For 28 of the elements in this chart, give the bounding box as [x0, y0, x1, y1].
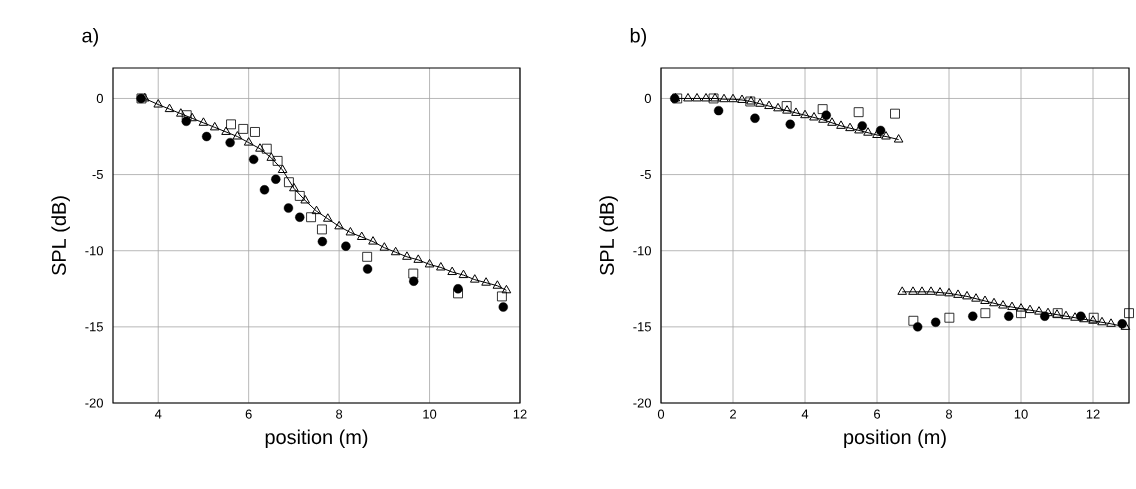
x-tick-label: 8 — [336, 409, 343, 419]
y-axis-title: SPL (dB) — [599, 196, 618, 276]
x-tick-label: 10 — [423, 409, 437, 419]
x-tick-label: 4 — [154, 409, 162, 419]
y-tick-label: -5 — [92, 170, 103, 180]
y-tick-label: -15 — [633, 322, 651, 332]
x-tick-label: 10 — [1014, 409, 1028, 419]
x-tick-label: 4 — [801, 409, 809, 419]
x-tick-label: 0 — [657, 409, 665, 419]
x-tick-label: 6 — [245, 409, 252, 419]
y-tick-label: -10 — [85, 246, 103, 256]
x-tick-label: 2 — [730, 409, 736, 419]
y-tick-label: -5 — [640, 170, 651, 180]
x-tick-label: 12 — [513, 409, 527, 419]
chart-title: b) — [630, 27, 647, 47]
y-axis-title: SPL (dB) — [51, 196, 70, 276]
y-tick-label: 0 — [644, 93, 651, 104]
y-tick-label: -20 — [633, 398, 651, 408]
x-tick-label: 6 — [874, 409, 881, 419]
x-tick-label: 12 — [1086, 409, 1100, 419]
y-tick-label: -20 — [85, 398, 103, 408]
y-tick-label: -15 — [85, 322, 103, 332]
x-tick-label: 8 — [945, 409, 953, 419]
x-axis-title: position (m) — [844, 429, 946, 449]
y-tick-label: -10 — [633, 246, 651, 256]
chart-title: a) — [82, 27, 98, 47]
y-tick-label: 0 — [96, 93, 103, 104]
x-axis-title: position (m) — [265, 429, 368, 449]
